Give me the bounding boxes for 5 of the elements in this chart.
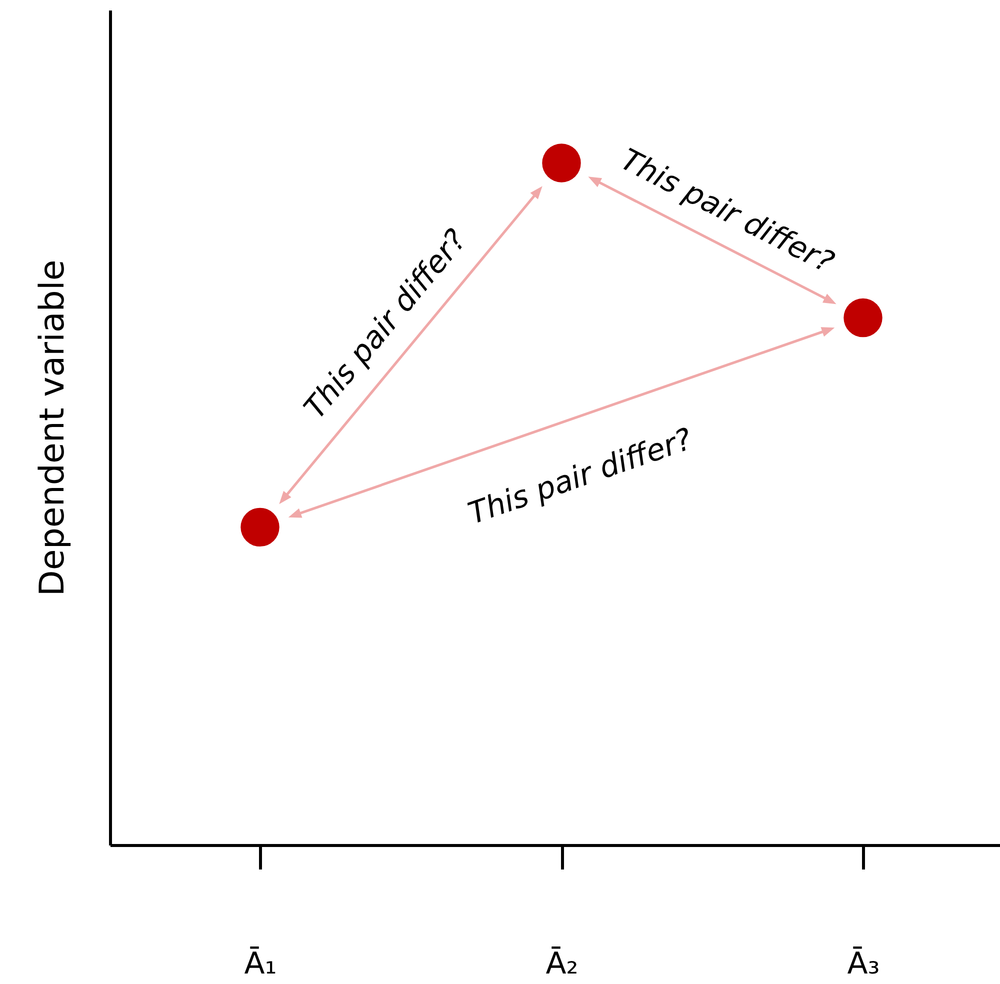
annotation: This pair differ? <box>464 422 697 532</box>
x-tick-label: Ā₁ <box>244 946 277 982</box>
x-tick-label: Ā₃ <box>847 946 880 982</box>
y-axis-title: Dependent variable <box>32 260 72 596</box>
x-tick-label: Ā₂ <box>546 946 578 982</box>
